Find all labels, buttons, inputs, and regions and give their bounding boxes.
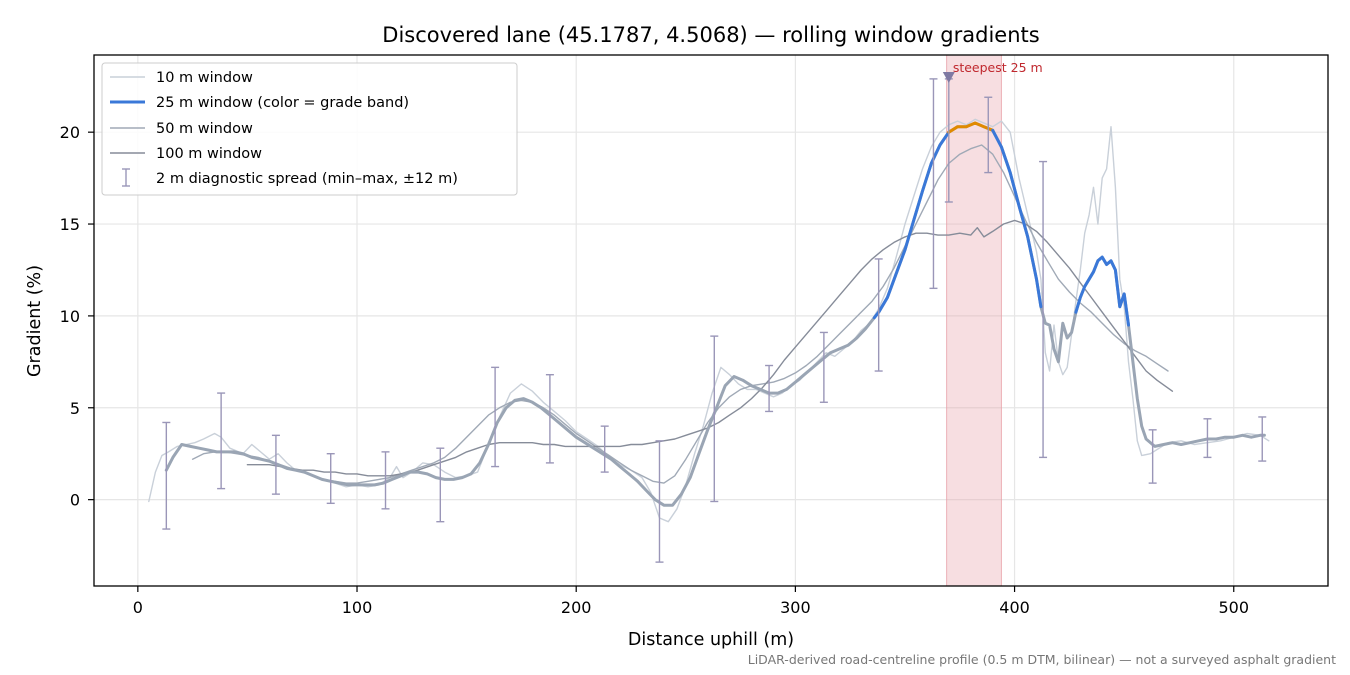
legend-25m-label: 25 m window (color = grade band) [156, 95, 409, 111]
legend: 10 m window 25 m window (color = grade ba… [101, 62, 518, 196]
legend-diagnostic-label: 2 m diagnostic spread (min–max, ±12 m) [156, 171, 458, 187]
legend-diagnostic-entry: 2 m diagnostic spread (min–max, ±12 m) [122, 168, 458, 187]
series-10m-line [148, 118, 1270, 523]
error-bar [1148, 429, 1157, 484]
x-tick-label: 100 [342, 598, 373, 617]
error-bar [655, 440, 664, 563]
y-axis-title: Gradient (%) [25, 265, 45, 377]
plot-frame [93, 54, 1329, 587]
x-tick-label: 200 [561, 598, 592, 617]
x-axis-title: Distance uphill (m) [628, 630, 794, 650]
annotations: steepest 25 m [942, 60, 1043, 84]
series-25m-steep-segment [991, 128, 1043, 309]
error-bar [217, 392, 226, 490]
error-bar [326, 453, 335, 505]
y-tick-label: 20 [60, 123, 80, 142]
error-bar [765, 364, 774, 413]
y-tick-label: 15 [60, 215, 80, 234]
steepest-segment-band [946, 54, 1002, 587]
series-25m-steep-segment [872, 130, 951, 320]
error-bar [381, 451, 390, 510]
steepest-band-rect [946, 54, 1002, 587]
error-bar [984, 96, 993, 174]
legend-10m-label: 10 m window [156, 70, 253, 86]
legend-100m-label: 100 m window [156, 146, 262, 162]
error-bar [600, 425, 609, 473]
legend-25m-entry: 25 m window (color = grade band) [110, 95, 409, 111]
footnote: LiDAR-derived road-centreline profile (0… [748, 652, 1336, 667]
error-bar [710, 335, 719, 503]
error-bar [874, 258, 883, 372]
error-bar [271, 434, 280, 495]
y-tick-label: 10 [60, 307, 80, 326]
series-25m-very-steep-segment [947, 121, 995, 134]
error-bar [819, 331, 828, 403]
x-tick-label: 300 [780, 598, 811, 617]
axis-ticks: 0 100 200 300 400 500 0 5 10 15 20 [60, 123, 1249, 617]
diagnostic-error-bars [162, 78, 1267, 563]
error-bar [1039, 160, 1048, 459]
x-tick-label: 400 [999, 598, 1030, 617]
chart-title: Discovered lane (45.1787, 4.5068) — roll… [382, 23, 1039, 47]
steepest-marker [942, 72, 955, 84]
series-lines [148, 118, 1270, 523]
steepest-annotation: steepest 25 m [953, 60, 1043, 75]
series-25m-steep-segment [1074, 255, 1130, 327]
legend-50m-entry: 50 m window [110, 121, 253, 137]
error-bar [162, 421, 171, 530]
x-tick-label: 500 [1218, 598, 1249, 617]
error-bar [929, 78, 938, 290]
error-bar [1258, 416, 1267, 462]
series-50m-line [191, 144, 1169, 484]
y-tick-label: 0 [70, 491, 80, 510]
y-tick-label: 5 [70, 399, 80, 418]
legend-box [101, 62, 518, 196]
legend-10m-entry: 10 m window [110, 70, 253, 86]
error-bar [436, 447, 445, 523]
x-tick-label: 0 [133, 598, 143, 617]
legend-50m-label: 50 m window [156, 121, 253, 137]
error-bar [1203, 418, 1212, 459]
error-bar [545, 374, 554, 464]
legend-100m-entry: 100 m window [110, 146, 262, 162]
error-bar [491, 366, 500, 468]
